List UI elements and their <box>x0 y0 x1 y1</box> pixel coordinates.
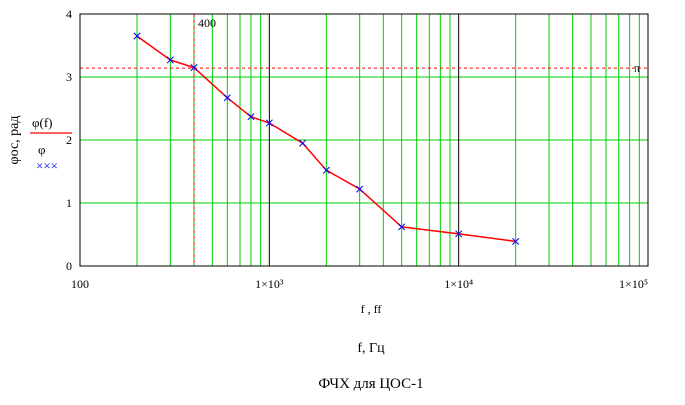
y-axis-label: φос, рад <box>7 116 22 165</box>
data-point-marker <box>166 56 174 64</box>
pi-reference-label: π <box>634 61 640 75</box>
reference-layer: π 400 <box>80 14 648 266</box>
legend: φ(f) φ ××× <box>30 115 72 173</box>
data-point-marker <box>455 230 463 238</box>
legend-curve-label: φ(f) <box>32 115 53 130</box>
marker-stroke <box>133 32 141 40</box>
x-tick-label: 100 <box>71 277 89 291</box>
legend-marker-label: φ <box>38 142 46 157</box>
x-axis-label: f, Гц <box>357 341 385 356</box>
data-point-marker <box>265 119 273 127</box>
marker-stroke <box>190 63 198 72</box>
marker-stroke <box>356 185 364 193</box>
y-tick-label: 0 <box>66 259 72 273</box>
marker-stroke <box>247 113 255 121</box>
y-tick-label: 4 <box>66 7 72 21</box>
plot-frame <box>79 13 649 267</box>
chart-title: ФЧХ для ЦОС-1 <box>318 376 423 392</box>
data-point-marker <box>223 94 231 102</box>
marker-stroke <box>455 230 463 238</box>
y-tick-label: 3 <box>66 70 72 84</box>
data-point-marker <box>398 223 406 231</box>
data-point-marker <box>190 63 198 72</box>
x-tick-axis-label: f , ff <box>361 302 382 316</box>
grid-layer <box>80 14 648 266</box>
marker-stroke <box>322 166 330 174</box>
series-line-phi-f <box>136 35 516 243</box>
data-point-marker <box>133 32 141 40</box>
x-tick-label: 1×10³ <box>255 277 284 291</box>
y-tick-label: 1 <box>66 196 72 210</box>
x-tick-label: 1×10⁴ <box>444 277 473 291</box>
marker-stroke <box>166 56 174 64</box>
axes-layer: 0 1 2 3 4 100 1×10³ 1×10⁴ 1×10⁵ <box>66 7 649 291</box>
y-tick-label: 2 <box>66 133 72 147</box>
x-tick-label: 1×10⁵ <box>619 277 648 291</box>
marker-stroke <box>265 119 273 127</box>
legend-marker-swatch: ××× <box>36 158 58 173</box>
data-point-marker <box>247 113 255 121</box>
series-layer <box>133 32 520 245</box>
frequency-marker-label: 400 <box>198 16 216 30</box>
data-point-marker <box>322 166 330 174</box>
marker-stroke <box>299 139 307 147</box>
marker-stroke <box>398 223 406 231</box>
marker-stroke <box>512 237 520 245</box>
marker-stroke <box>223 94 231 102</box>
data-point-marker <box>299 139 307 147</box>
data-point-marker <box>512 237 520 245</box>
data-point-marker <box>356 185 364 193</box>
